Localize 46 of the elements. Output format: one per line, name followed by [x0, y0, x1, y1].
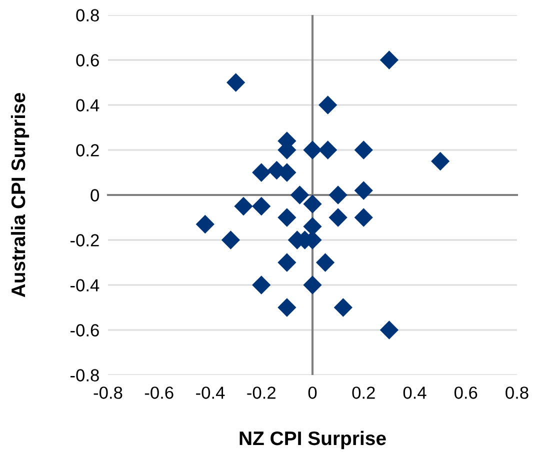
- x-tick-label: -0.4: [196, 386, 225, 399]
- point: [252, 163, 271, 182]
- x-tick-label: 0.8: [506, 386, 528, 399]
- x-axis-title: NZ CPI Surprise: [240, 430, 386, 450]
- point: [234, 196, 253, 216]
- x-tick-label: 0: [308, 386, 317, 399]
- x-tick-label: -0.6: [144, 386, 174, 399]
- point: [226, 73, 246, 92]
- y-tick-label: -0.2: [70, 234, 99, 246]
- point: [316, 253, 335, 272]
- point: [354, 140, 373, 160]
- y-tick-label: -0.8: [70, 369, 99, 382]
- point: [318, 140, 338, 160]
- x-tick-label: -0.8: [94, 386, 122, 399]
- point: [252, 276, 271, 294]
- point: [380, 50, 399, 70]
- y-tick-label: -0.4: [70, 279, 100, 292]
- point: [196, 214, 214, 234]
- point: [354, 208, 373, 227]
- point: [303, 276, 322, 294]
- point: [380, 320, 399, 340]
- x-tick-label: 0.2: [352, 386, 375, 399]
- x-tick-label: 0.4: [403, 386, 426, 399]
- point: [278, 253, 296, 272]
- point: [278, 298, 296, 317]
- y-axis-title: Australia CPI Surprise: [10, 93, 30, 298]
- point: [303, 140, 322, 160]
- point: [318, 96, 338, 114]
- point: [334, 298, 352, 317]
- y-tick-label: 0.6: [76, 54, 99, 66]
- point: [328, 208, 348, 227]
- y-tick-label: 0: [90, 189, 99, 202]
- point: [221, 230, 240, 250]
- x-tick-label: -0.2: [247, 386, 276, 399]
- y-tick-label: 0.4: [76, 99, 100, 112]
- x-tick-label: 0.6: [454, 386, 478, 399]
- y-tick-label: 0.8: [76, 9, 99, 22]
- point: [252, 196, 271, 216]
- point: [328, 186, 348, 204]
- point: [303, 194, 322, 214]
- point: [430, 152, 450, 171]
- point: [354, 181, 373, 200]
- y-tick-label: 0.2: [76, 144, 99, 156]
- point: [278, 208, 296, 227]
- y-tick-label: -0.6: [70, 324, 99, 336]
- point: [290, 186, 310, 204]
